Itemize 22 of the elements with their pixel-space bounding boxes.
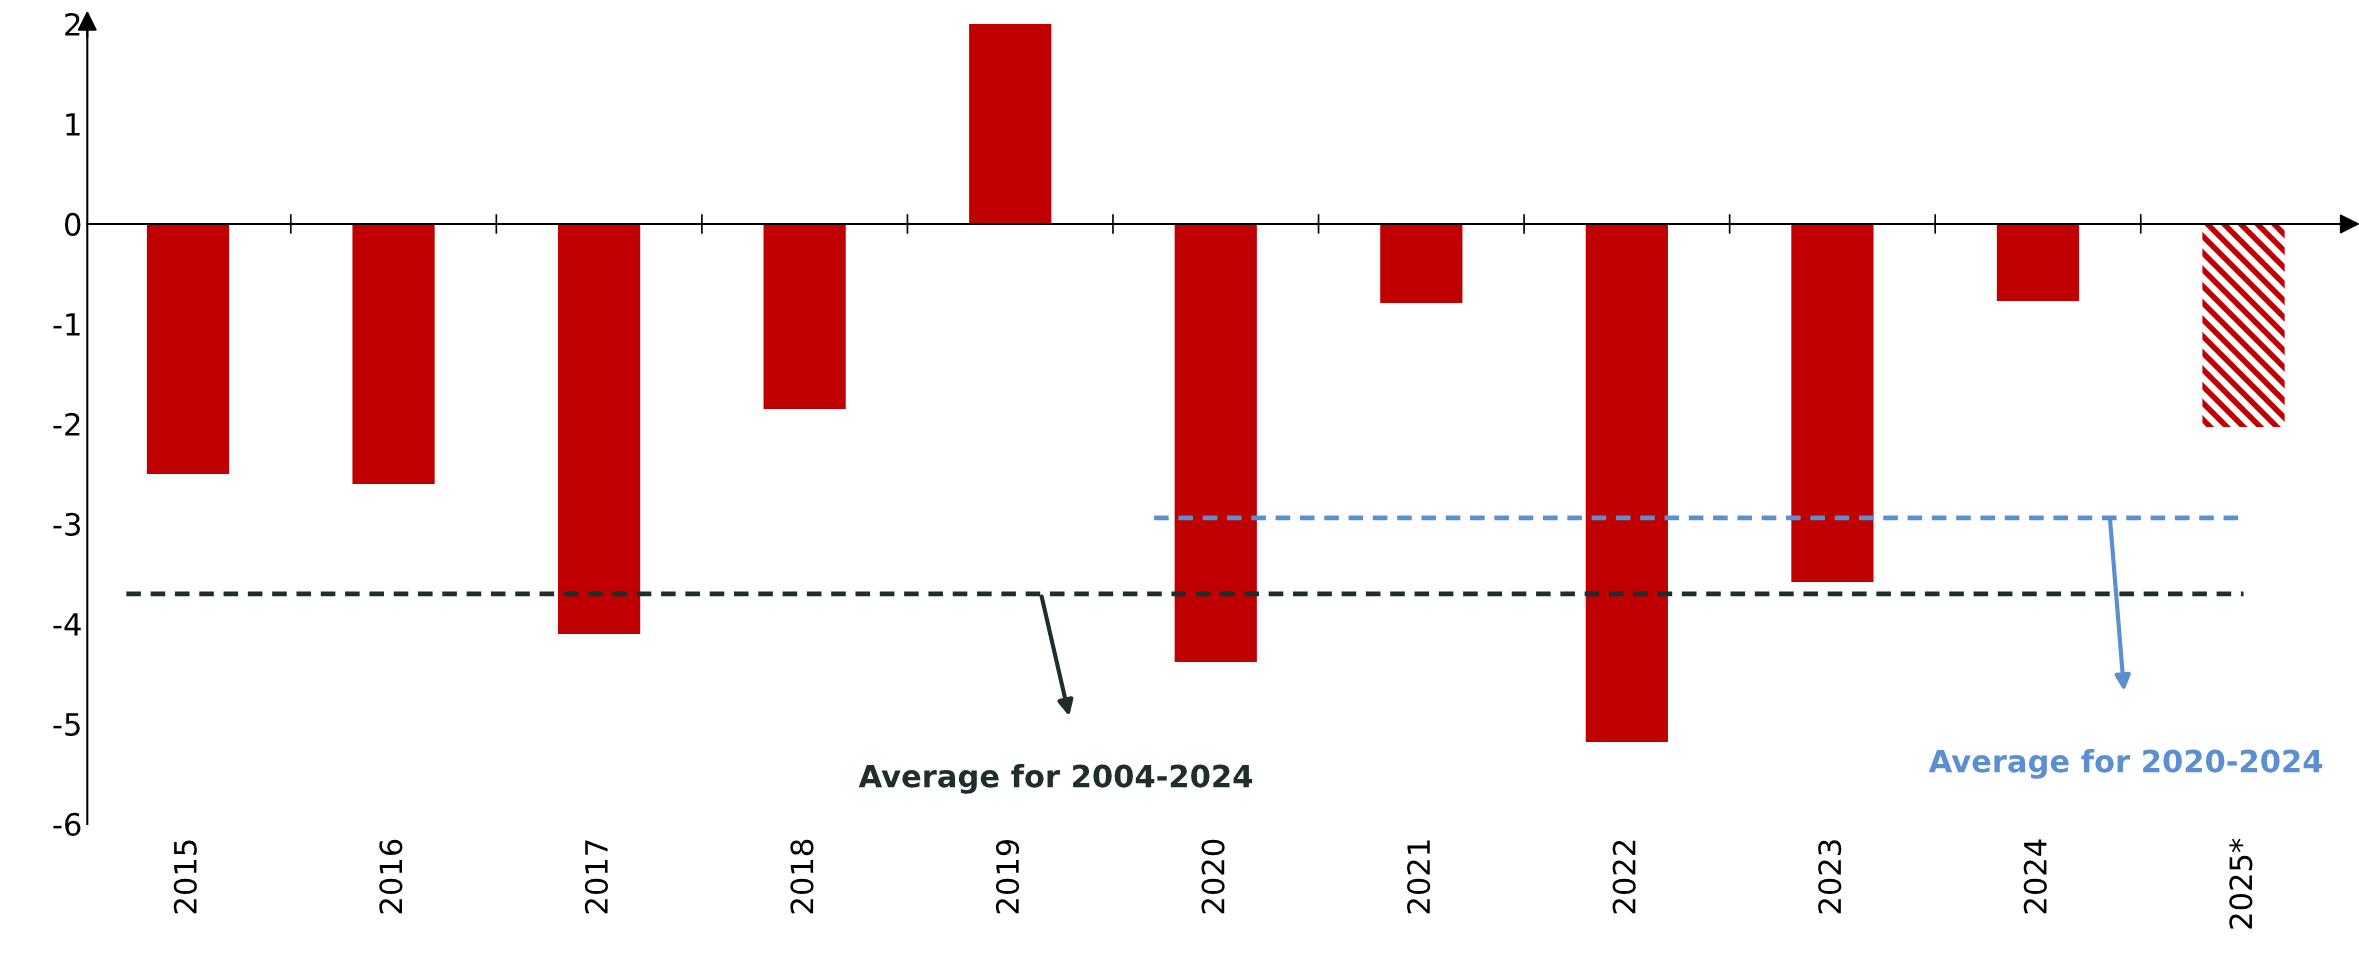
x-tick-label: 2017	[584, 840, 608, 914]
x-tick-label: 2019	[995, 839, 1020, 914]
x-tick-label: 2015	[173, 840, 197, 914]
y-tick-label: -3	[53, 512, 80, 536]
x-tick-label: 2020	[1201, 839, 1225, 914]
y-tick-label: 0	[65, 212, 81, 236]
x-tick-label: 2018	[790, 839, 814, 914]
y-tick-label: -2	[53, 412, 80, 436]
ref-line-label: Average for 2004-2024	[858, 763, 1253, 794]
x-tick-label: 2021	[1407, 840, 1431, 914]
y-tick-label: -1	[53, 313, 80, 336]
x-tick-label: 2016	[379, 839, 403, 914]
ref-line-label: Average for 2020-2024	[1928, 748, 2323, 779]
y-tick-label: 1	[66, 113, 80, 136]
y-tick-label: -5	[53, 713, 80, 736]
y-tick-label: -4	[53, 613, 81, 636]
x-tick-label: 2022	[1612, 840, 1636, 914]
x-tick-label: 2025*	[2229, 838, 2253, 929]
x-tick-label: 2024	[2023, 839, 2047, 914]
y-tick-label: 2	[65, 12, 80, 36]
y-tick-label: -6	[53, 812, 81, 836]
x-tick-label: 2023	[1818, 840, 1842, 914]
